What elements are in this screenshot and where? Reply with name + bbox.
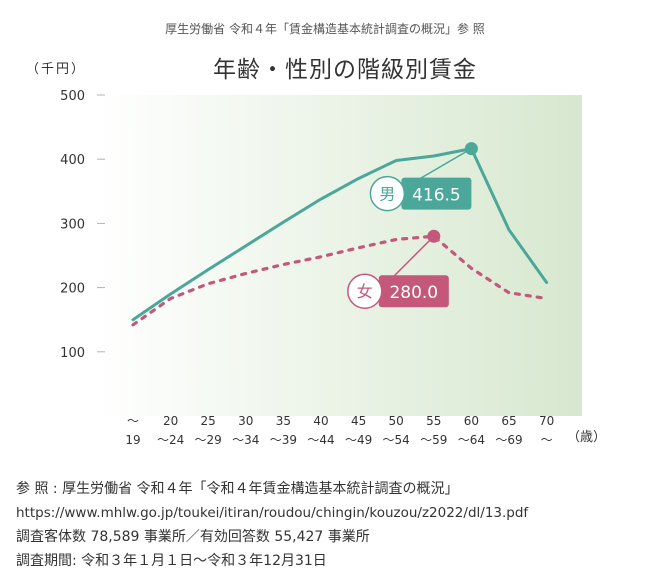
series-name-label: 男: [379, 185, 395, 204]
x-tick-label-bottom: ～64: [458, 433, 485, 447]
note-sample-size: 調査客体数 78,589 事業所／有効回答数 55,427 事業所: [16, 529, 370, 545]
y-tick-label: 100: [60, 346, 85, 361]
peak-value-label: 416.5: [412, 186, 461, 206]
series-name-badge: [369, 175, 406, 212]
x-axis-unit-label: （歳）: [567, 430, 606, 445]
note-survey-period: 調査期間: 令和３年１月１日～令和３年12月31日: [16, 553, 327, 569]
plot-background: [97, 95, 582, 416]
note-reference: 参 照 : 厚生労働省 令和４年「令和４年賃金構造基本統計調査の概況」: [16, 481, 459, 497]
x-tick-label-bottom: 19: [125, 433, 140, 447]
series-name-label: 女: [357, 282, 373, 301]
chart-title: 年齢・性別の階級別賃金: [213, 57, 477, 83]
callout-leader: [388, 235, 435, 282]
x-tick-label-top: ～: [127, 414, 139, 428]
source-notes: 参 照 : 厚生労働省 令和４年「令和４年賃金構造基本統計調査の概況」 http…: [16, 477, 646, 573]
x-tick-label-top: 60: [464, 414, 479, 428]
x-tick-label-bottom: ～29: [195, 433, 222, 447]
wage-line-chart: 100 200 300 400 500 ～ 19 20 ～24 25 ～29 30 ～34 35 ～39 4…: [60, 89, 606, 447]
x-tick-label-top: 70: [539, 414, 554, 428]
source-header: 厚生労働省 令和４年「賃金構造基本統計調査の概況」参 照: [165, 22, 485, 36]
series-line-male: [131, 147, 549, 322]
x-tick-label-top: 55: [426, 414, 441, 428]
peak-value-label: 280.0: [389, 283, 438, 303]
peak-marker: [464, 142, 478, 156]
x-tick-label-bottom: ～59: [420, 433, 447, 447]
series-name-badge: [347, 273, 383, 309]
x-tick-label-top: 65: [501, 414, 516, 428]
x-tick-label-top: 25: [201, 414, 216, 428]
x-tick-label-top: 20: [163, 414, 178, 428]
x-tick-label-top: 45: [351, 414, 366, 428]
x-tick-label-bottom: ～44: [307, 433, 334, 447]
x-tick-label-bottom: ～54: [383, 433, 410, 447]
series-line-female: [131, 234, 549, 327]
x-tick-label-bottom: ～: [541, 433, 553, 447]
y-tick-label: 400: [60, 153, 85, 168]
y-tick-label: 300: [60, 217, 85, 232]
y-tick-label: 200: [60, 282, 85, 297]
x-tick-label-top: 30: [238, 414, 253, 428]
y-axis-unit-label: （千円）: [26, 62, 87, 77]
x-tick-label-top: 35: [276, 414, 291, 428]
x-tick-label-bottom: ～24: [157, 433, 184, 447]
peak-value-box: [401, 177, 472, 210]
x-tick-label-bottom: ～49: [345, 433, 372, 447]
x-tick-label-bottom: ～34: [232, 433, 259, 447]
note-url: https://www.mhlw.go.jp/toukei/itiran/rou…: [16, 505, 529, 521]
x-tick-label-bottom: ～69: [495, 433, 522, 447]
peak-value-box: [378, 275, 449, 308]
x-tick-label-bottom: ～39: [270, 433, 297, 447]
peak-marker: [427, 229, 441, 243]
x-tick-label-top: 50: [389, 414, 404, 428]
y-tick-label: 500: [60, 89, 85, 104]
x-tick-label-top: 40: [313, 414, 328, 428]
